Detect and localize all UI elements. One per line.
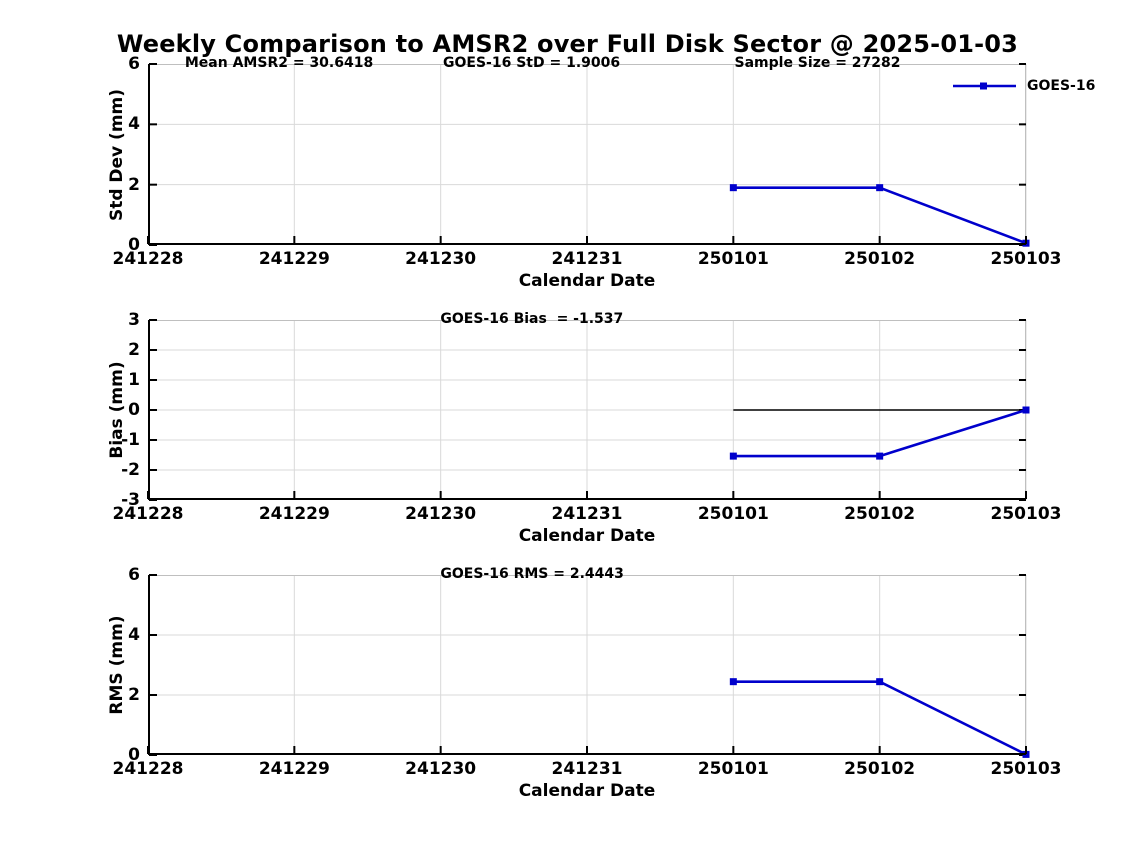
y-tick-label: 2: [128, 174, 140, 195]
x-tick-label: 241229: [258, 249, 330, 269]
series-marker: [876, 678, 884, 686]
y-tick-label: -2: [121, 460, 140, 480]
x-tick-label: 241228: [112, 504, 184, 524]
x-tick-label: 241230: [405, 504, 477, 524]
x-tick-label: 250103: [990, 249, 1062, 269]
series-marker: [876, 184, 884, 192]
y-tick-label: 6: [128, 54, 140, 74]
x-tick-label: 250103: [990, 504, 1062, 524]
annotation: Mean AMSR2 = 30.6418: [184, 55, 374, 71]
y-tick-label: -1: [121, 430, 140, 450]
y-tick-label: 2: [128, 340, 140, 360]
annotation: GOES-16 StD = 1.9006: [443, 55, 621, 71]
plot-area-2: [147, 319, 1030, 501]
series-marker: [1022, 406, 1030, 414]
x-tick-label: 241230: [405, 759, 477, 779]
y-tick-label: 2: [128, 685, 140, 705]
series-marker: [729, 452, 737, 460]
y-tick-label: 3: [128, 310, 140, 330]
x-tick-label: 250101: [697, 504, 769, 524]
legend-line-sample: [953, 82, 1016, 90]
legend-label: GOES-16: [1027, 78, 1096, 94]
series-marker: [729, 184, 737, 192]
x-tick-label: 241228: [112, 249, 184, 269]
y-tick-label: -3: [121, 490, 140, 510]
x-tick-label: 241228: [112, 759, 184, 779]
x-tick-label: 241230: [405, 249, 477, 269]
y-axis-label: RMS (mm): [107, 615, 127, 715]
x-tick-label: 241231: [551, 249, 623, 269]
x-axis-label: Calendar Date: [518, 526, 656, 546]
plot-area-1: [147, 63, 1030, 247]
x-tick-label: 250102: [844, 249, 916, 269]
y-tick-label: 0: [128, 235, 140, 255]
x-tick-label: 241229: [258, 759, 330, 779]
x-tick-label: 241231: [551, 759, 623, 779]
x-tick-label: 250102: [844, 759, 916, 779]
y-axis-label: Std Dev (mm): [107, 88, 127, 221]
annotation: GOES-16 Bias = -1.537: [440, 311, 624, 327]
x-tick-label: 241231: [551, 504, 623, 524]
y-tick-label: 4: [128, 625, 140, 645]
y-tick-label: 4: [128, 114, 140, 135]
y-tick-label: 1: [128, 370, 140, 390]
y-axis-label: Bias (mm): [107, 361, 127, 459]
x-tick-label: 250101: [697, 759, 769, 779]
x-axis-label: Calendar Date: [518, 781, 656, 801]
y-tick-label: 0: [128, 745, 140, 765]
y-tick-label: 6: [128, 565, 140, 585]
series-marker: [729, 678, 737, 686]
chart-title: Weekly Comparison to AMSR2 over Full Dis…: [116, 30, 1019, 58]
x-tick-label: 250103: [990, 759, 1062, 779]
annotation: GOES-16 RMS = 2.4443: [440, 566, 624, 582]
y-tick-label: 0: [128, 400, 140, 420]
series-marker: [876, 452, 884, 460]
x-axis-label: Calendar Date: [518, 271, 656, 291]
x-tick-label: 250102: [844, 504, 916, 524]
plot-area-3: [147, 574, 1030, 758]
legend: GOES-16: [953, 78, 1095, 94]
x-tick-label: 250101: [697, 249, 769, 269]
x-tick-label: 241229: [258, 504, 330, 524]
annotation: Sample Size = 27282: [734, 55, 901, 71]
